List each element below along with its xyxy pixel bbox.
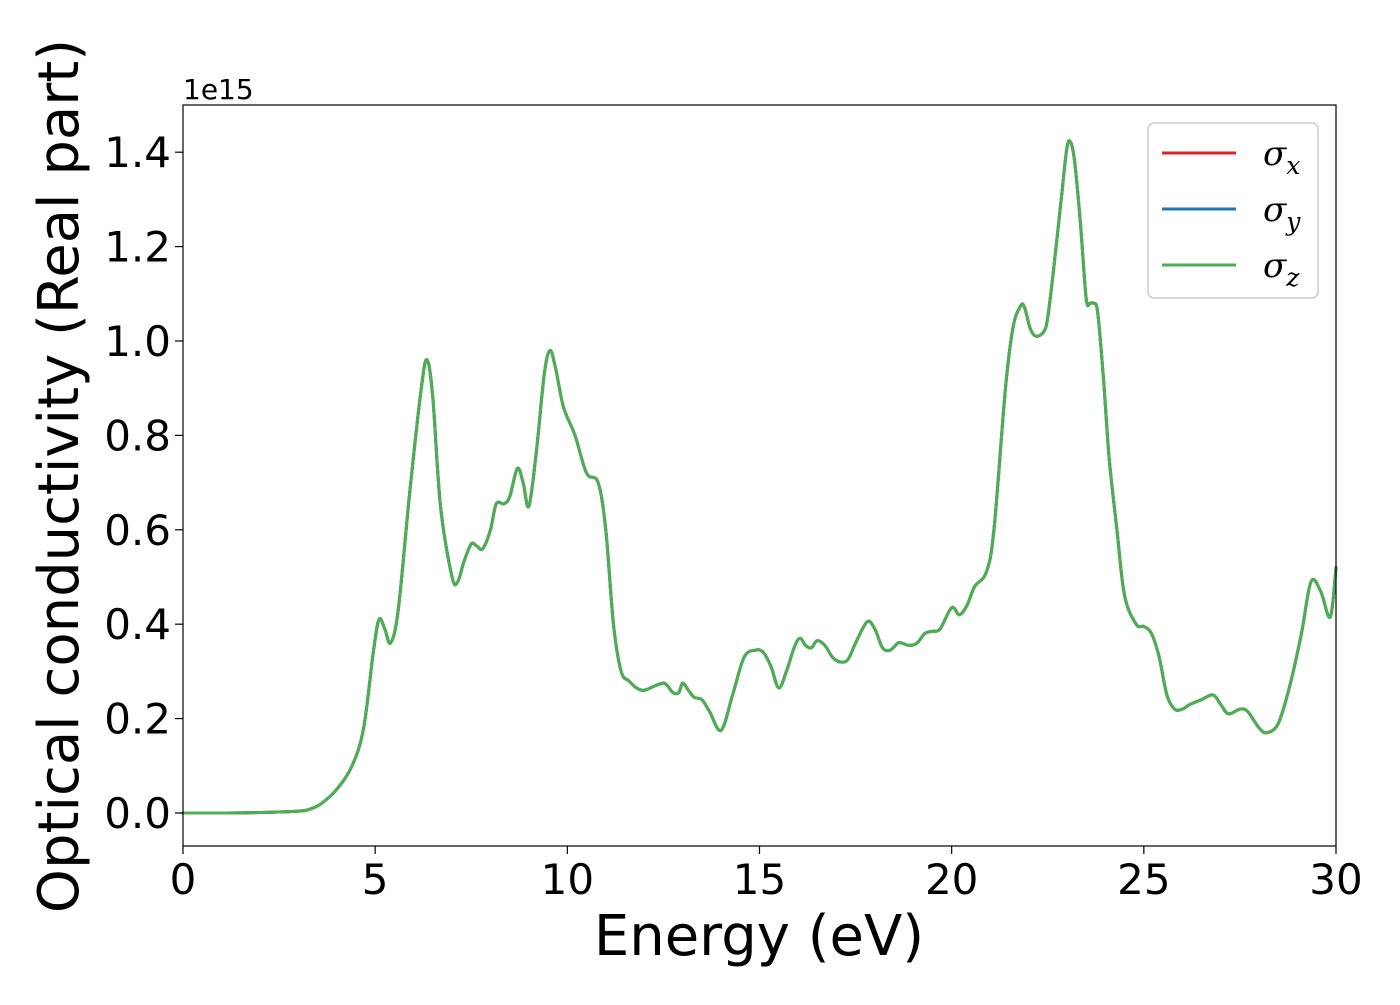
x-tick-label: 15 xyxy=(733,855,786,904)
legend-label-z: σz xyxy=(1263,246,1300,292)
legend-label-y: σy xyxy=(1263,190,1301,236)
x-axis: 0 5 10 15 20 25 30 xyxy=(170,846,1363,904)
x-tick-label: 10 xyxy=(541,855,594,904)
y-tick-label: 0.4 xyxy=(104,600,171,649)
y-offset-label: 1e15 xyxy=(183,73,254,106)
y-axis: 0.0 0.2 0.4 0.6 0.8 1.0 1.2 1.4 xyxy=(104,128,183,838)
y-tick-label: 1.2 xyxy=(104,223,171,272)
series-layer xyxy=(181,139,1338,815)
x-tick-label: 30 xyxy=(1309,855,1362,904)
legend-label-x: σx xyxy=(1263,134,1300,180)
x-tick-label: 20 xyxy=(925,855,978,904)
x-tick-label: 5 xyxy=(362,855,389,904)
y-tick-label: 1.4 xyxy=(104,128,171,177)
x-tick-label: 0 xyxy=(170,855,197,904)
x-tick-label: 25 xyxy=(1117,855,1170,904)
legend: σx σy σz xyxy=(1147,122,1319,299)
series-line-z xyxy=(181,139,1338,815)
y-tick-label: 0.8 xyxy=(104,411,171,460)
y-tick-label: 0.0 xyxy=(104,789,171,838)
x-axis-label: Energy (eV) xyxy=(594,904,924,969)
y-axis-label: Optical conductivity (Real part) xyxy=(27,39,92,913)
y-tick-label: 0.2 xyxy=(104,695,171,744)
y-tick-label: 1.0 xyxy=(104,317,171,366)
y-tick-label: 0.6 xyxy=(104,506,171,555)
